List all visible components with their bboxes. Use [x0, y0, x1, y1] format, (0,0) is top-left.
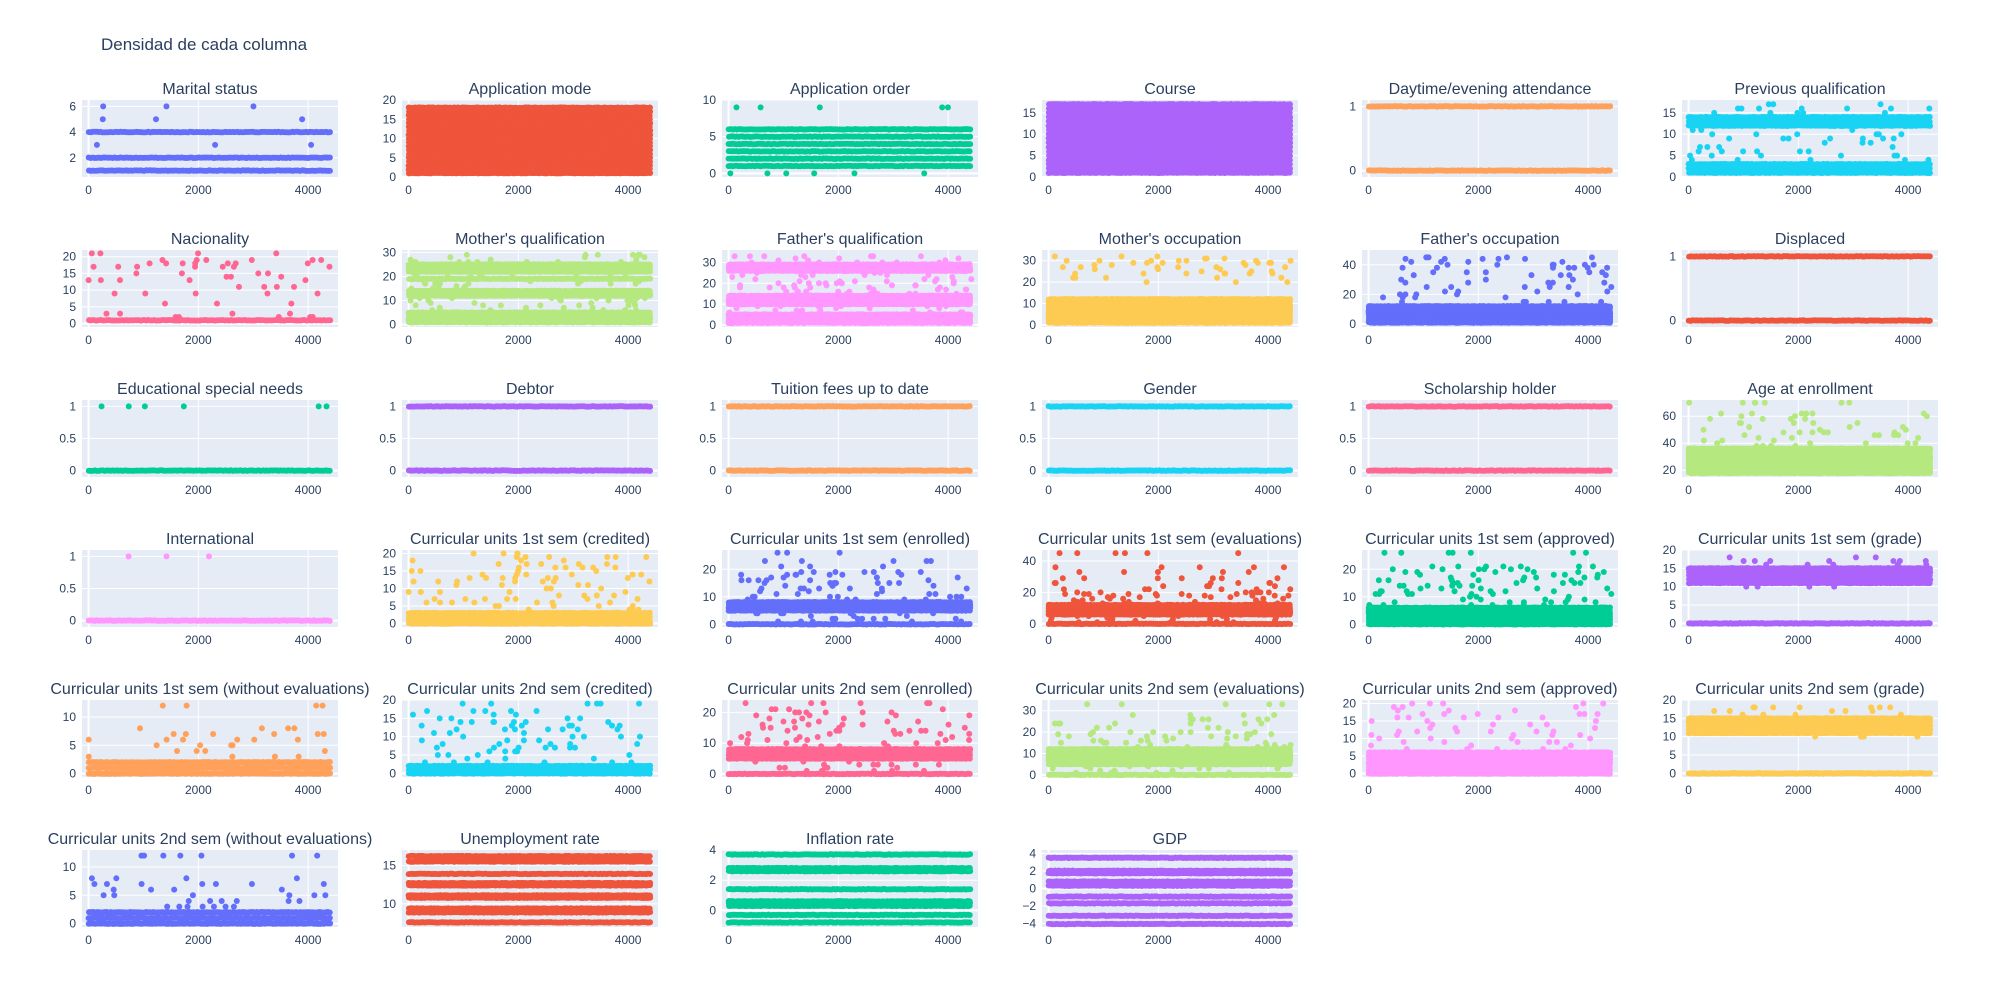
- data-point: [816, 104, 823, 111]
- data-point: [646, 104, 653, 111]
- scatter-points: [725, 104, 974, 177]
- data-point: [99, 116, 106, 123]
- data-point: [250, 103, 257, 110]
- data-point: [967, 141, 974, 148]
- subplot-title: Marital status: [162, 81, 257, 98]
- data-point: [939, 104, 946, 111]
- scatter-points: [85, 103, 333, 174]
- x-tick-label: 0: [725, 183, 732, 197]
- subplot-marital-status: Marital status 0 2000 4000 2 4 6: [69, 81, 338, 197]
- data-point: [1286, 157, 1293, 164]
- y-tick-label: 5: [709, 130, 716, 144]
- y-tick-label: 10: [383, 132, 397, 146]
- data-point: [967, 155, 974, 162]
- y-tick-label: 15: [383, 112, 397, 126]
- data-point: [326, 167, 333, 174]
- data-point: [326, 129, 333, 136]
- data-point: [100, 103, 107, 110]
- figure-title: Densidad de cada columna: [101, 35, 308, 54]
- data-point: [967, 163, 974, 170]
- data-point: [299, 116, 306, 123]
- data-point: [163, 103, 170, 110]
- y-tick-label: 20: [383, 93, 397, 107]
- y-tick-label: 2: [69, 151, 76, 165]
- subplot-application-order: Application order 0 2000 4000 0 5 10: [703, 81, 978, 197]
- data-point: [1287, 131, 1294, 138]
- data-point: [967, 133, 974, 140]
- data-point: [967, 126, 974, 133]
- data-point: [944, 104, 951, 111]
- data-point: [783, 170, 790, 177]
- y-tick-label: 10: [703, 93, 717, 107]
- plot-area: [82, 100, 338, 177]
- data-point: [93, 141, 100, 148]
- data-point: [811, 170, 818, 177]
- data-point: [326, 154, 333, 161]
- x-tick-label: 2000: [505, 183, 532, 197]
- subplot-application-mode: Application mode 0 2000 4000 0 5 10 15 20: [383, 81, 658, 197]
- data-point: [764, 170, 771, 177]
- data-point: [733, 104, 740, 111]
- y-tick-label: 5: [389, 151, 396, 165]
- data-point: [153, 116, 160, 123]
- x-tick-label: 4000: [295, 183, 322, 197]
- data-point: [308, 141, 315, 148]
- y-tick-label: 4: [69, 125, 76, 139]
- subplot-title: Application mode: [469, 81, 592, 98]
- x-tick-label: 0: [85, 183, 92, 197]
- x-tick-label: 0: [405, 183, 412, 197]
- y-tick-label: 0: [389, 170, 396, 184]
- data-point: [921, 170, 928, 177]
- data-point: [966, 148, 973, 155]
- data-point: [727, 170, 734, 177]
- y-tick-label: 6: [69, 99, 76, 113]
- y-tick-label: 0: [709, 166, 716, 180]
- scatter-points: [1045, 100, 1294, 177]
- data-point: [851, 170, 858, 177]
- scatter-points: [405, 104, 654, 177]
- x-tick-label: 2000: [825, 183, 852, 197]
- data-point: [757, 104, 764, 111]
- x-tick-label: 4000: [935, 183, 962, 197]
- data-point: [212, 141, 219, 148]
- x-tick-label: 4000: [615, 183, 642, 197]
- subplot-title: Application order: [790, 81, 911, 98]
- data-point: [1286, 165, 1293, 172]
- x-tick-label: 2000: [185, 183, 212, 197]
